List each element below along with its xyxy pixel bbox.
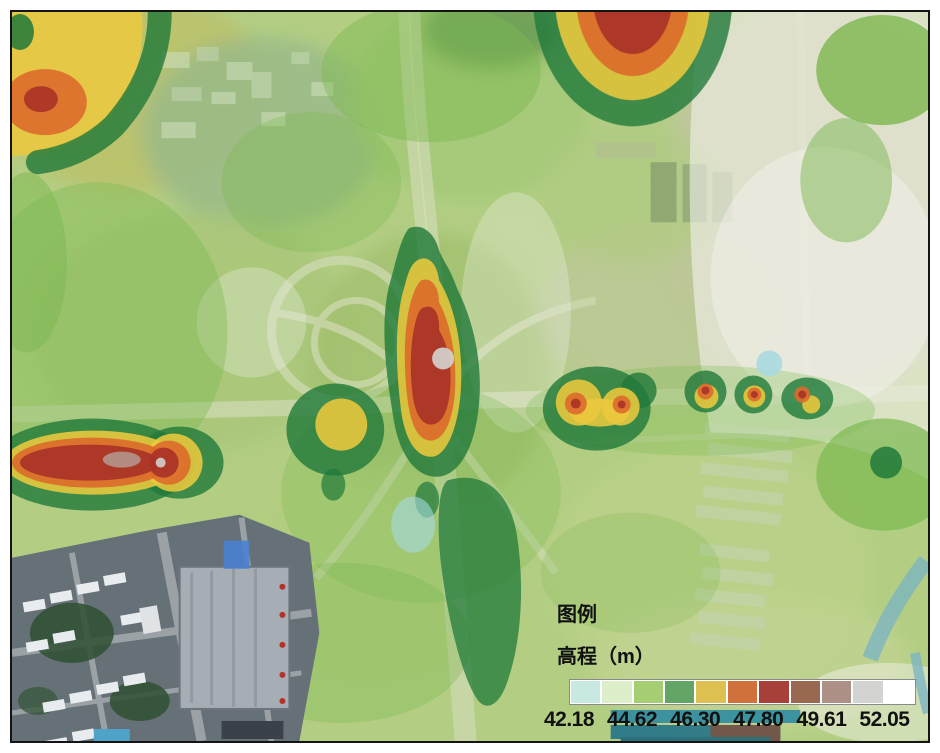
colorbar-swatch: [665, 681, 695, 703]
colorbar-swatch: [790, 681, 820, 703]
urban-district: [12, 514, 320, 741]
colorbar-swatch: [727, 681, 758, 703]
hotspot-loop: [286, 383, 385, 501]
colorbar-ticks: 42.18 44.62 46.30 47.80 49.61 52.05: [544, 708, 916, 736]
legend-subtitle: 高程（m）: [557, 646, 655, 668]
hotspot-west: [12, 418, 224, 511]
hotspot-topleft: [12, 12, 172, 175]
legend-title: 图例: [557, 604, 597, 626]
colorbar-swatch: [821, 681, 852, 703]
elevation-colorbar: [569, 679, 916, 705]
colorbar-swatch: [853, 681, 883, 703]
colorbar-tick-label: 42.18: [543, 708, 595, 731]
colorbar-tick-label: 52.05: [859, 708, 910, 731]
hotspot-center: [384, 226, 480, 518]
colorbar-swatch: [571, 681, 601, 703]
map-legend: 图例 高程（m） 42.18 44.62 46.30 47.80 49.61 52.05: [544, 598, 919, 736]
colorbar-swatch: [759, 681, 789, 703]
map-frame: 图例 高程（m） 42.18 44.62 46.30 47.80 49.61 52.05: [10, 10, 930, 743]
hotspot-top: [533, 12, 732, 127]
green-teardrop-south: [438, 477, 522, 706]
colorbar-swatch: [884, 681, 914, 703]
buildings-layer: [161, 47, 793, 652]
elevation-map-canvas: [12, 12, 928, 741]
colorbar-swatch: [633, 681, 664, 703]
colorbar-tick-label: 47.80: [733, 708, 784, 731]
cyan-low-patch: [391, 496, 436, 553]
hotspot-row: [542, 350, 834, 451]
colorbar-swatch: [602, 681, 632, 703]
colorbar-tick-label: 44.62: [607, 708, 658, 731]
colorbar-tick-label: 46.30: [670, 708, 721, 731]
green-dot-right: [870, 446, 903, 479]
stream: [862, 555, 928, 715]
colorbar-swatch: [696, 681, 726, 703]
colorbar-tick-label: 49.61: [796, 708, 847, 731]
blue-roofs: [610, 709, 801, 741]
